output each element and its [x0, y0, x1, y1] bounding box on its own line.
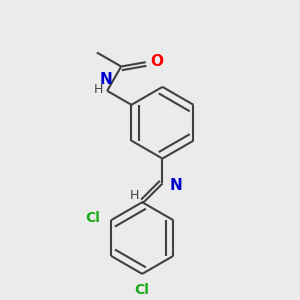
Text: O: O: [150, 54, 163, 69]
Text: Cl: Cl: [85, 211, 100, 225]
Text: H: H: [94, 83, 103, 96]
Text: N: N: [99, 72, 112, 87]
Text: N: N: [169, 178, 182, 193]
Text: H: H: [130, 189, 139, 202]
Text: Cl: Cl: [134, 283, 149, 297]
